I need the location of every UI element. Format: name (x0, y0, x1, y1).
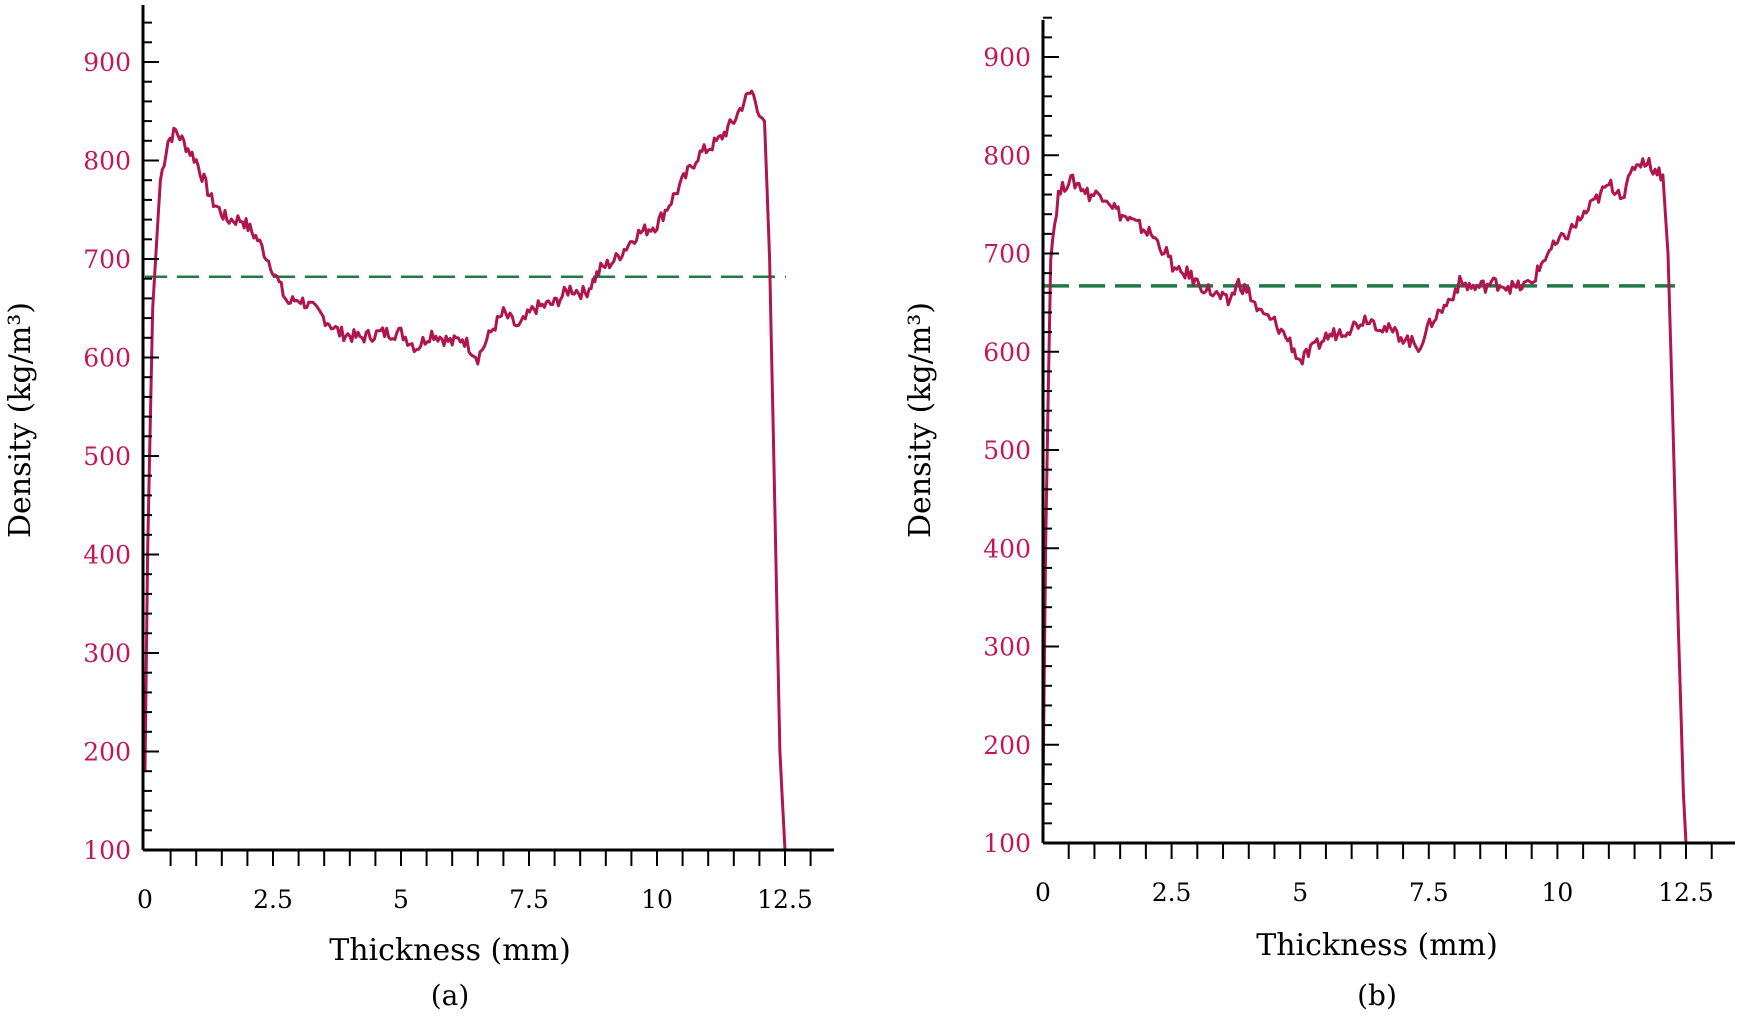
x-tick-label: 2.5 (1152, 878, 1192, 907)
x-tick-label: 5 (1292, 878, 1308, 907)
y-axis-title-a: Density (kg/m³) (3, 302, 38, 538)
y-tick-label: 700 (983, 240, 1031, 269)
y-tick-label: 300 (983, 633, 1031, 662)
panel-label-a: (a) (431, 979, 470, 1012)
x-tick-label: 12.5 (757, 885, 813, 914)
density-curve-a (143, 89, 787, 851)
y-tick-label: 600 (83, 344, 131, 373)
x-tick-label: 10 (641, 885, 673, 914)
y-tick-label: 800 (83, 147, 131, 176)
y-tick-label: 100 (983, 829, 1031, 858)
y-axis-title-b: Density (kg/m³) (903, 302, 938, 538)
y-tick-label: 800 (983, 141, 1031, 170)
x-axis-title-b: Thickness (mm) (1256, 928, 1498, 963)
chart-panel-a: 100 200 300 400 500 600 700 800 900 0 2.5 5 7.5 10 12.… (3, 5, 834, 1012)
y-tick-label: 700 (83, 245, 131, 274)
y-tick-label: 400 (83, 541, 131, 570)
x-tick-label: 7.5 (1409, 878, 1449, 907)
y-tick-label: 200 (983, 731, 1031, 760)
y-tick-label: 500 (83, 442, 131, 471)
y-tick-label: 600 (983, 338, 1031, 367)
y-tick-label: 200 (83, 738, 131, 767)
x-tick-label: 5 (393, 885, 409, 914)
y-tick-label: 900 (983, 43, 1031, 72)
y-tick-label: 900 (83, 48, 131, 77)
y-tick-label: 100 (83, 836, 131, 865)
x-tick-label: 10 (1541, 878, 1573, 907)
x-tick-label: 0 (1035, 878, 1051, 907)
x-tick-label: 7.5 (509, 885, 549, 914)
y-tick-label: 400 (983, 534, 1031, 563)
panel-label-b: (b) (1357, 979, 1397, 1012)
y-tick-label: 500 (983, 436, 1031, 465)
x-axis-title-a: Thickness (mm) (329, 933, 571, 968)
x-tick-label: 12.5 (1658, 878, 1714, 907)
x-tick-label: 0 (137, 885, 153, 914)
x-tick-label: 2.5 (253, 885, 293, 914)
chart-panel-b: 100 200 300 400 500 600 700 800 900 0 2.5 5 7.5 10 12.… (903, 16, 1735, 1012)
density-curve-b (1041, 156, 1688, 844)
y-tick-label: 300 (83, 639, 131, 668)
